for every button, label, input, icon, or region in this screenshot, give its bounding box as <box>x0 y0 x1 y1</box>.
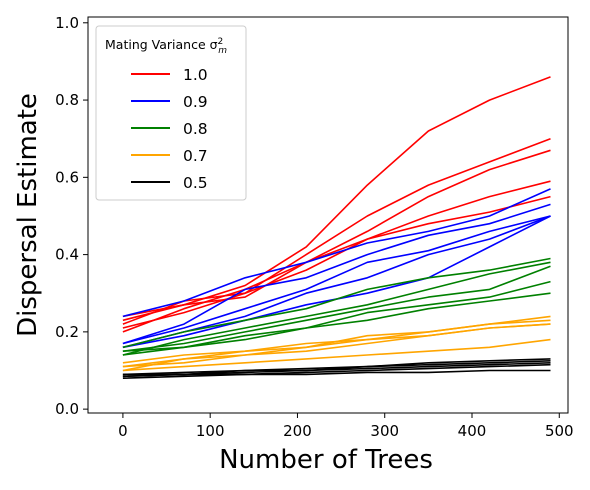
x-tick-label: 300 <box>370 422 399 440</box>
legend-entry: 0.7 <box>131 147 208 165</box>
y-tick-label: 0.2 <box>55 323 79 341</box>
legend-entry: 1.0 <box>131 66 208 84</box>
x-tick-label: 500 <box>545 422 574 440</box>
legend-entry: 0.5 <box>131 174 208 192</box>
y-tick-label: 1.0 <box>55 14 79 32</box>
series-line-1.0-1 <box>122 76 551 322</box>
series-line-0.8-2 <box>122 261 551 356</box>
legend-title-superscript: 2 <box>218 37 224 47</box>
series-line-1.0-5 <box>122 195 551 318</box>
x-tick-label: 0 <box>118 422 128 440</box>
series-line-0.9-2 <box>122 203 551 345</box>
y-axis-label: Dispersal Estimate <box>13 93 43 337</box>
y-tick-label: 0.8 <box>55 91 79 109</box>
series-line-0.8-5 <box>122 292 551 352</box>
y-tick-label: 0.4 <box>55 246 79 264</box>
plot-frame <box>87 16 569 414</box>
legend-box <box>95 25 247 201</box>
series-line-0.5-1 <box>122 358 551 376</box>
x-tick-label: 200 <box>283 422 312 440</box>
series-line-1.0-4 <box>122 180 551 325</box>
legend-title: Mating Variance σ2 m <box>105 37 227 56</box>
tick-layer: 0 100 200 300 400 500 0.0 0.2 0.4 0.6 0.8 1.0 <box>55 14 573 440</box>
y-tick-label: 0.0 <box>55 400 79 418</box>
series-line-0.5-4 <box>122 363 551 378</box>
series-line-0.9-1 <box>122 188 551 318</box>
series-group-0.5 <box>122 358 551 379</box>
series-line-1.0-3 <box>122 149 551 333</box>
x-tick-label: 400 <box>458 422 487 440</box>
series-line-1.0-2 <box>122 137 551 329</box>
series-line-0.9-3 <box>122 215 551 345</box>
y-tick-label: 0.6 <box>55 168 79 186</box>
series-line-0.7-5 <box>122 338 551 372</box>
legend-entry: 0.8 <box>131 120 208 138</box>
series-layer <box>122 76 551 379</box>
series-group-0.8 <box>122 257 551 356</box>
series-group-0.7 <box>122 315 551 372</box>
legend-label: 0.7 <box>183 147 208 165</box>
legend-label: 0.8 <box>183 120 208 138</box>
series-line-0.5-5 <box>122 369 551 379</box>
legend-entries: 1.0 0.9 0.8 0.7 0.5 <box>131 66 208 192</box>
legend-title-text: Mating Variance σ <box>105 37 218 52</box>
legend-label: 0.9 <box>183 93 208 111</box>
legend-entry: 0.9 <box>131 93 208 111</box>
legend-label: 1.0 <box>183 66 208 84</box>
series-line-0.8-3 <box>122 265 551 352</box>
legend-title-subscript: m <box>218 46 227 56</box>
series-line-0.8-1 <box>122 257 551 349</box>
series-line-0.7-4 <box>122 323 551 368</box>
x-tick-label: 100 <box>196 422 225 440</box>
series-line-0.7-2 <box>122 319 551 364</box>
series-group-1.0 <box>122 76 551 333</box>
x-axis-label: Number of Trees <box>219 445 433 475</box>
legend: Mating Variance σ2 m 1.0 0.9 0.8 0.7 0.5 <box>95 25 247 201</box>
legend-label: 0.5 <box>183 174 208 192</box>
